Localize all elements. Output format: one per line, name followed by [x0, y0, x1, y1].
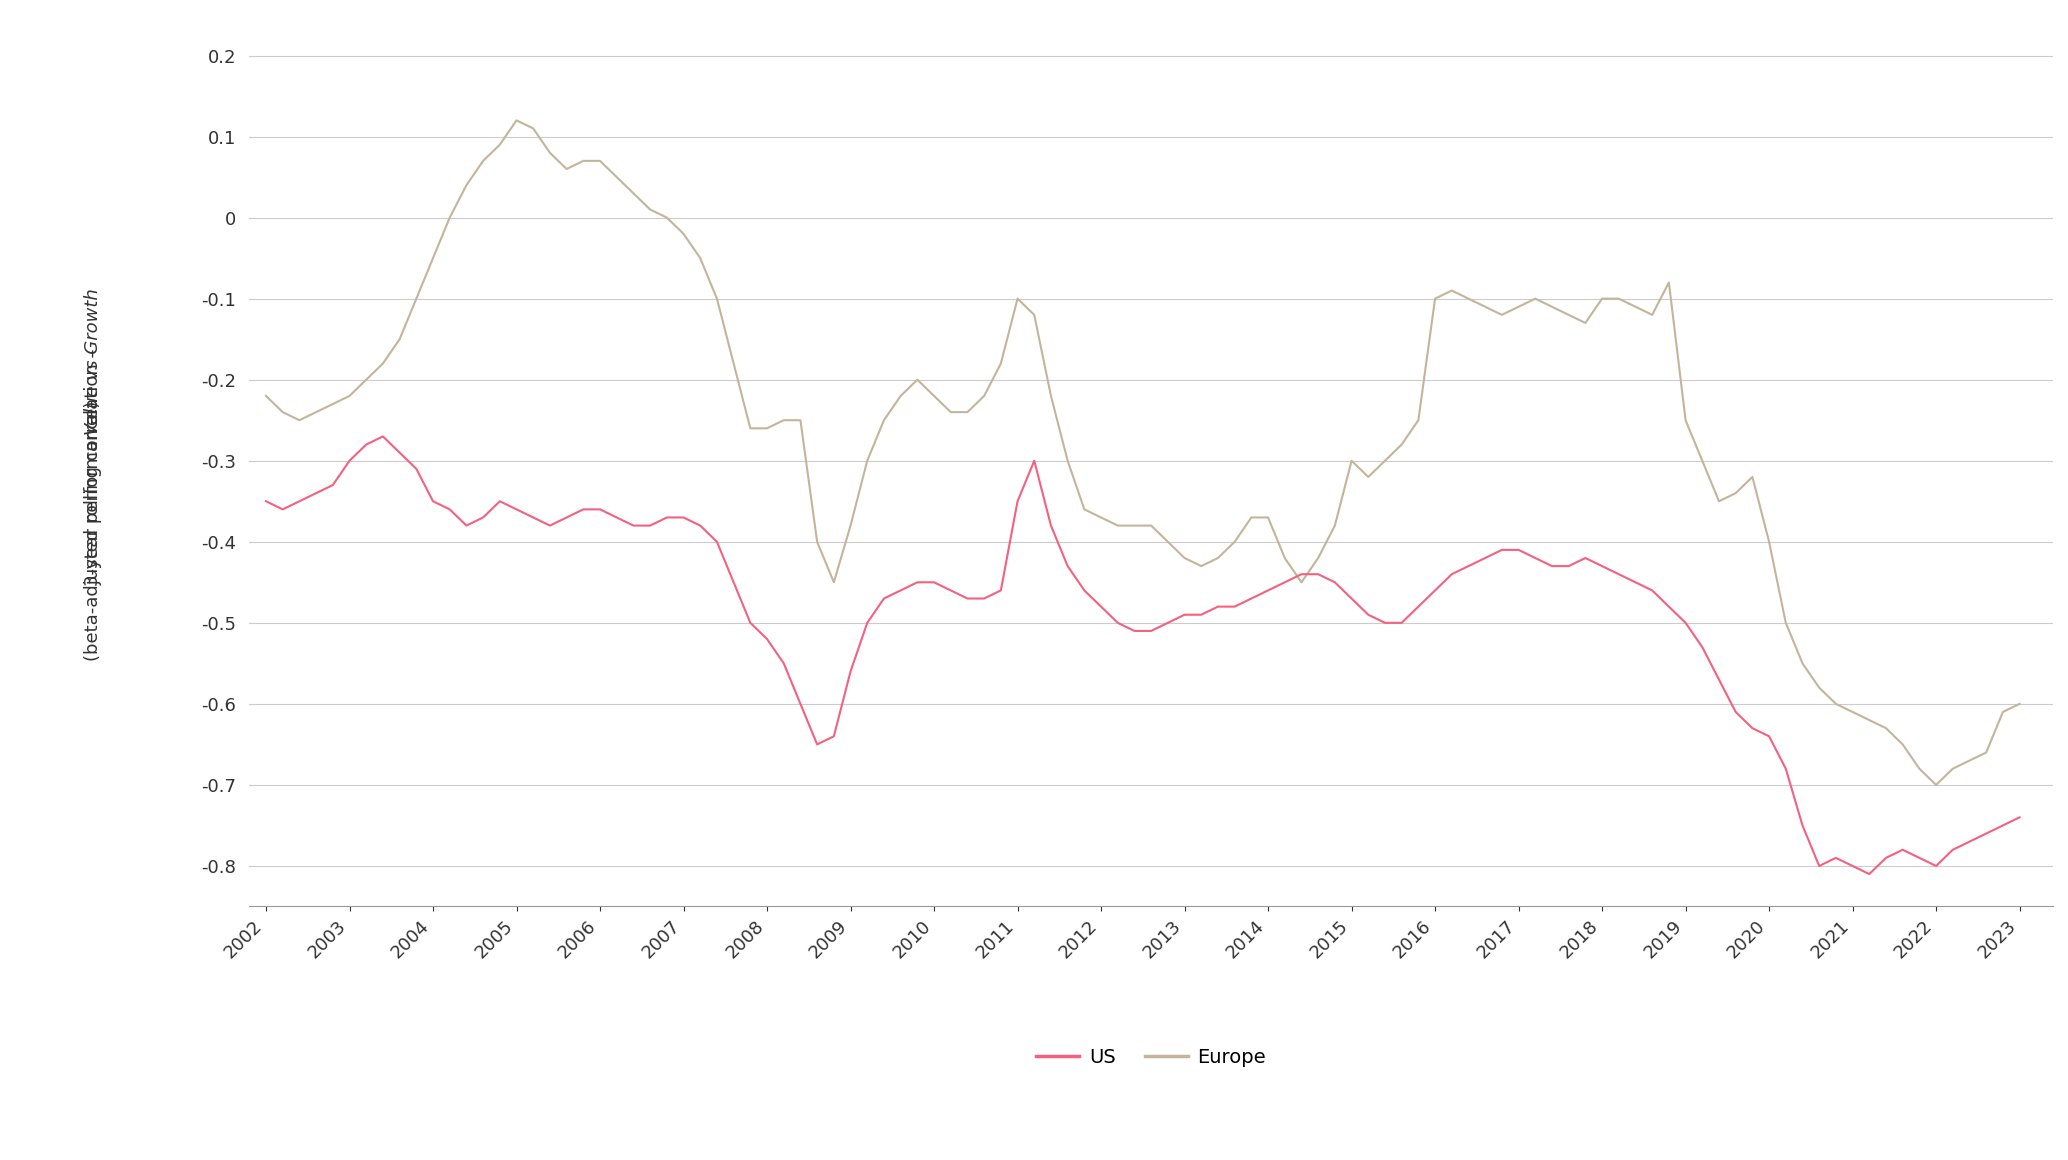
Text: Value vs Growth: Value vs Growth	[85, 289, 101, 435]
Text: 3-year rolling correlation –: 3-year rolling correlation –	[85, 342, 101, 586]
Legend: US, Europe: US, Europe	[1028, 1041, 1274, 1075]
Text: (beta-adjusted performance): (beta-adjusted performance)	[85, 401, 101, 661]
